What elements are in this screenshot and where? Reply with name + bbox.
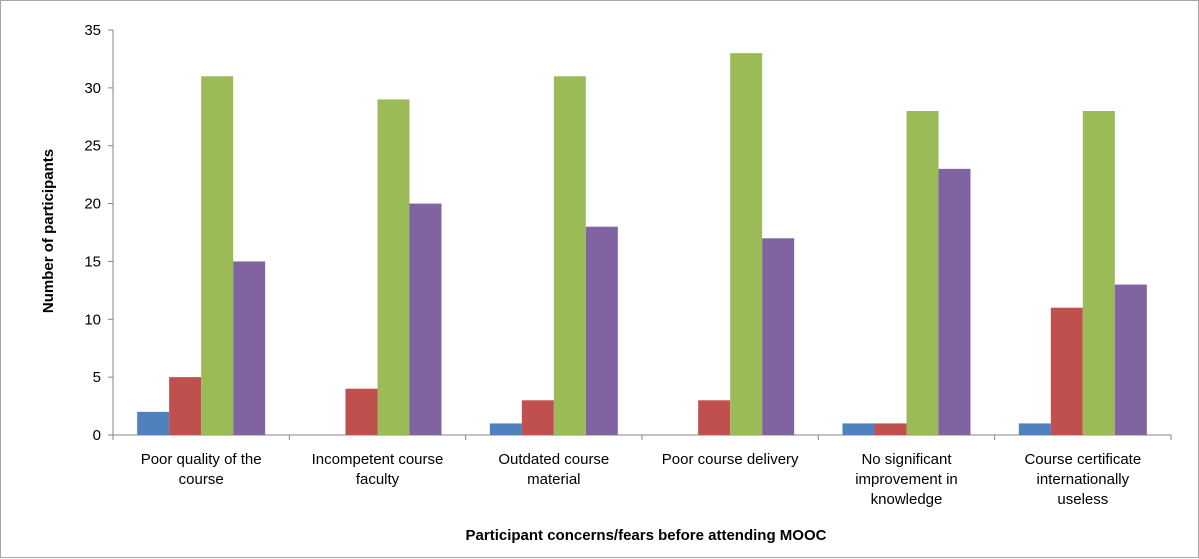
bar (585, 226, 618, 435)
y-tick-label: 5 (93, 369, 101, 386)
bar (938, 168, 971, 435)
x-category-label: No significant improvement in knowledge (855, 451, 958, 508)
bars (137, 53, 1147, 436)
y-tick-label: 25 (84, 138, 101, 155)
bar (1018, 423, 1051, 435)
y-tick-labels: 0 5 10 15 20 25 30 35 (84, 22, 101, 444)
x-category-label: Poor course delivery (662, 451, 799, 468)
x-category-label-line: Incompetent course (312, 451, 444, 468)
x-category-label-line: improvement in (855, 471, 958, 488)
axes (108, 29, 1172, 440)
x-category-labels: Poor quality of the course Incompetent cou… (141, 451, 1141, 508)
x-category-label: Course certificate internationally useless (1024, 451, 1141, 508)
y-tick-label: 15 (84, 253, 101, 270)
y-tick-label: 0 (93, 427, 101, 444)
bar (698, 400, 731, 435)
x-category-label-line: Poor course delivery (662, 451, 799, 468)
y-tick-label: 10 (84, 311, 101, 328)
bar (409, 203, 442, 435)
bar (1050, 307, 1083, 435)
x-category-label: Incompetent course faculty (312, 451, 444, 488)
x-category-label-line: faculty (356, 471, 400, 488)
x-category-label: Poor quality of the course (141, 451, 262, 488)
x-category-label-line: knowledge (871, 491, 943, 508)
bar (906, 111, 939, 435)
y-tick-label: 20 (84, 196, 101, 213)
x-category-label-line: Course certificate (1024, 451, 1141, 468)
bar (137, 411, 170, 435)
x-category-label-line: material (527, 471, 580, 488)
bar (874, 423, 907, 435)
bar (762, 238, 795, 435)
x-category-label-line: Outdated course (498, 451, 609, 468)
bar (553, 76, 586, 436)
bar (169, 377, 202, 435)
bar (1114, 284, 1147, 435)
x-category-label: Outdated course material (498, 451, 609, 488)
bar (345, 388, 378, 435)
x-axis-title: Participant concerns/fears before attend… (466, 527, 827, 544)
x-category-label-line: Poor quality of the (141, 451, 262, 468)
y-axis-title: Number of participants (40, 149, 57, 313)
x-category-label-line: No significant (861, 451, 952, 468)
bar (521, 400, 554, 435)
bar (842, 423, 875, 435)
y-tick-label: 30 (84, 80, 101, 97)
bar (730, 53, 763, 436)
x-category-label-line: course (179, 471, 224, 488)
bar (201, 76, 234, 436)
y-tick-label: 35 (84, 22, 101, 39)
x-category-label-line: internationally (1037, 471, 1130, 488)
bar (377, 99, 410, 435)
bar (489, 423, 522, 435)
x-category-label-line: useless (1057, 491, 1108, 508)
bar (233, 261, 266, 435)
bar (1082, 111, 1115, 435)
